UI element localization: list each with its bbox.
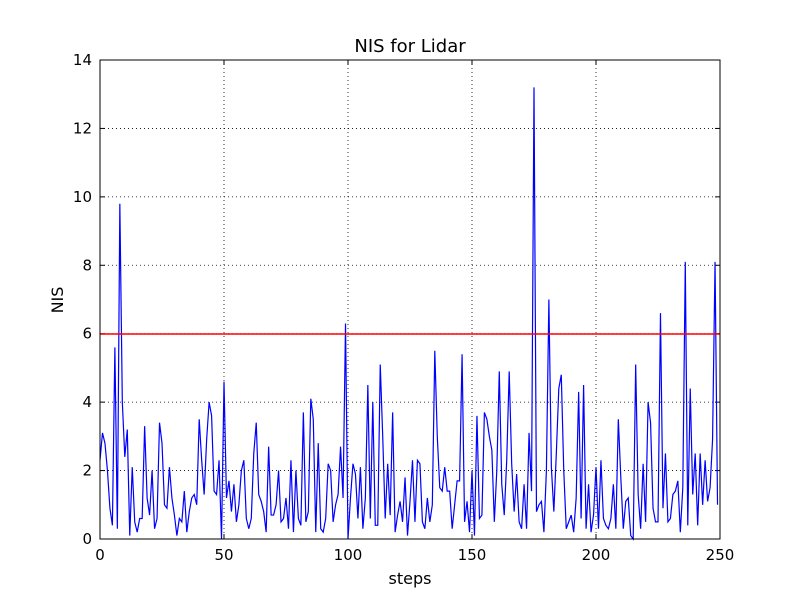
y-tick-label: 2 xyxy=(82,462,92,480)
data-line xyxy=(99,87,719,541)
plot-frame xyxy=(99,59,721,540)
chart-title: NIS for Lidar xyxy=(354,36,466,57)
x-tick-label: 250 xyxy=(706,546,735,564)
y-tick-label: 8 xyxy=(82,256,92,274)
y-axis-label: NIS xyxy=(48,287,67,314)
x-tick-label: 0 xyxy=(95,546,105,564)
x-tick-label: 150 xyxy=(458,546,487,564)
y-tick-label: 0 xyxy=(82,530,92,548)
x-tick-label: 50 xyxy=(214,546,233,564)
x-tick-label: 100 xyxy=(334,546,363,564)
y-tick-label: 14 xyxy=(73,51,92,69)
x-tick-label: 200 xyxy=(582,546,611,564)
y-tick-label: 12 xyxy=(73,119,92,137)
y-tick-label: 4 xyxy=(82,393,92,411)
y-tick-label: 10 xyxy=(73,188,92,206)
y-tick-label: 6 xyxy=(82,325,92,343)
x-axis-label: steps xyxy=(389,569,432,588)
